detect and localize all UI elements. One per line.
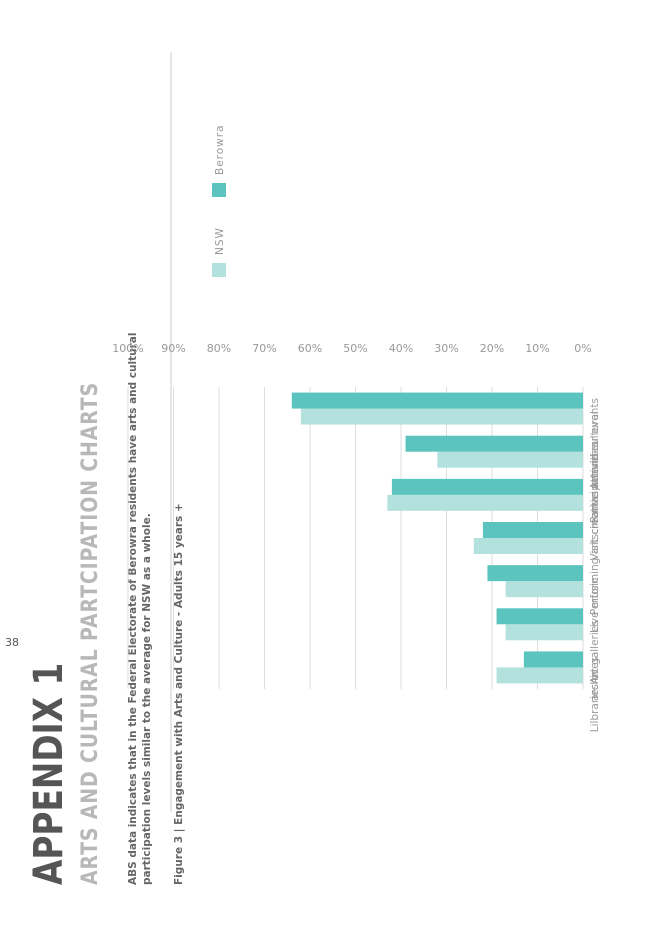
category-label: archives (589, 657, 601, 701)
bar-nsw (505, 581, 583, 598)
bar-berowra (291, 392, 583, 409)
category-label: Live music (589, 577, 601, 633)
y-tick-label: 90% (161, 342, 185, 355)
category-label: Participate in (589, 454, 601, 523)
bar-nsw (473, 538, 583, 554)
bar-berowra (482, 522, 583, 538)
bar-nsw (387, 494, 583, 511)
bar-nsw (300, 408, 583, 425)
y-tick-label: 70% (252, 342, 276, 355)
category-label: Performing arts (589, 534, 601, 615)
bar-berowra (405, 435, 583, 452)
bar-nsw (496, 667, 583, 684)
legend-swatch-nsw (212, 263, 226, 277)
y-tick-label: 0% (574, 342, 591, 355)
category-label: creative activities (589, 441, 601, 534)
y-tick-label: 40% (389, 342, 413, 355)
category-label: Attend cultural (589, 411, 601, 489)
category-label: Visit cinemas (589, 491, 601, 561)
category-label: venues or events (589, 398, 601, 489)
y-tick-label: 10% (525, 342, 549, 355)
y-tick-label: 20% (480, 342, 504, 355)
y-tick-label: 100% (112, 342, 143, 355)
y-tick-label: 50% (343, 342, 367, 355)
bar-berowra (391, 478, 583, 495)
bar-berowra (487, 565, 584, 582)
legend-label-berowra: Berowra (214, 124, 226, 175)
bar-berowra (496, 608, 583, 625)
category-label: Art galleries (589, 620, 601, 684)
category-label: Lilbraries or (589, 669, 601, 732)
legend-label-nsw: NSW (214, 227, 226, 255)
y-tick-label: 80% (207, 342, 231, 355)
legend-swatch-berowra (212, 183, 226, 197)
bar-nsw (505, 624, 583, 641)
bar-nsw (437, 451, 583, 468)
bar-berowra (523, 651, 583, 668)
y-tick-label: 60% (298, 342, 322, 355)
page-number: 38 (5, 636, 19, 649)
y-tick-label: 30% (434, 342, 458, 355)
